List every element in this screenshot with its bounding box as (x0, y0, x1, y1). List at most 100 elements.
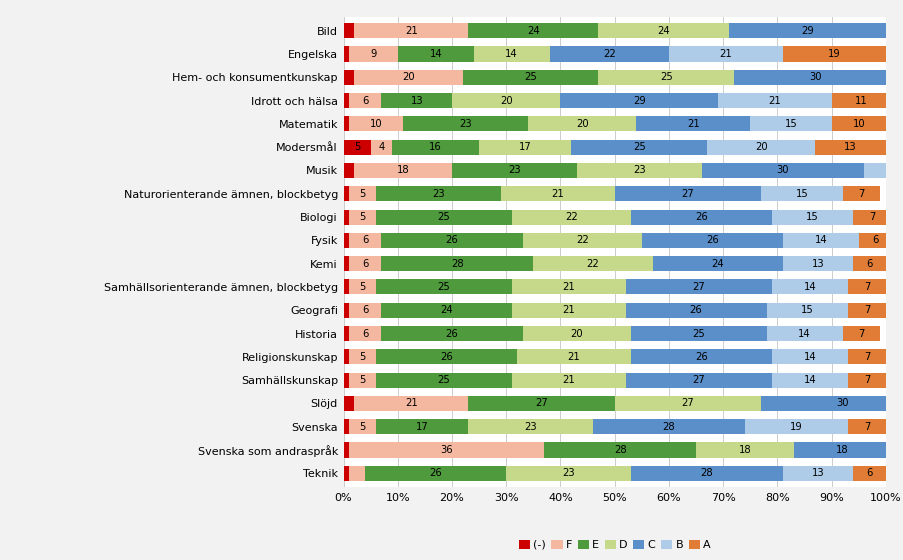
Bar (749, 116, 831, 132)
Text: 10: 10 (852, 119, 864, 129)
Text: 36: 36 (440, 445, 452, 455)
Text: 7: 7 (862, 352, 870, 362)
Bar (376, 419, 468, 434)
Text: 23: 23 (459, 119, 471, 129)
Text: 22: 22 (575, 235, 588, 245)
Text: 28: 28 (662, 422, 675, 432)
Text: 7: 7 (862, 375, 870, 385)
Text: 30: 30 (835, 398, 848, 408)
Bar (815, 139, 885, 155)
Bar (343, 349, 349, 365)
Bar (706, 139, 815, 155)
Text: 18: 18 (835, 445, 848, 455)
Bar (349, 186, 376, 202)
Text: 24: 24 (440, 305, 452, 315)
Bar (349, 116, 403, 132)
Bar (343, 46, 349, 62)
Bar (842, 326, 880, 341)
Text: 5: 5 (358, 212, 366, 222)
Text: 14: 14 (797, 329, 810, 338)
Text: 18: 18 (738, 445, 750, 455)
Bar (343, 396, 354, 411)
Text: 13: 13 (811, 468, 824, 478)
Bar (343, 256, 349, 271)
Legend: (-), F, E, D, C, B, A: (-), F, E, D, C, B, A (514, 535, 714, 554)
Bar (468, 396, 614, 411)
Bar (381, 256, 533, 271)
Bar (847, 302, 885, 318)
Text: 28: 28 (613, 445, 626, 455)
Bar (343, 23, 354, 38)
Bar (473, 46, 549, 62)
Bar (343, 139, 370, 155)
Text: 20: 20 (402, 72, 414, 82)
Bar (782, 256, 852, 271)
Bar (896, 70, 903, 85)
Bar (452, 93, 560, 108)
Bar (452, 163, 576, 178)
Text: 23: 23 (524, 422, 536, 432)
Text: 30: 30 (776, 166, 788, 175)
Bar (381, 326, 522, 341)
Bar (349, 209, 376, 225)
Bar (831, 93, 890, 108)
Bar (349, 349, 376, 365)
Text: 16: 16 (429, 142, 442, 152)
Bar (343, 302, 349, 318)
Bar (630, 326, 766, 341)
Bar (376, 349, 517, 365)
Text: 26: 26 (705, 235, 718, 245)
Bar (782, 46, 885, 62)
Text: 19: 19 (789, 422, 802, 432)
Text: 27: 27 (681, 398, 694, 408)
Text: 5: 5 (353, 142, 360, 152)
Text: 27: 27 (681, 189, 694, 199)
Bar (744, 419, 847, 434)
Bar (500, 186, 614, 202)
Text: 5: 5 (358, 189, 366, 199)
Bar (560, 93, 717, 108)
Bar (890, 442, 903, 458)
Bar (354, 396, 468, 411)
Bar (349, 419, 376, 434)
Bar (343, 163, 354, 178)
Bar (349, 302, 381, 318)
Bar (847, 372, 885, 388)
Text: 15: 15 (784, 119, 796, 129)
Text: 14: 14 (814, 235, 826, 245)
Text: 7: 7 (857, 329, 864, 338)
Text: 21: 21 (562, 282, 574, 292)
Bar (598, 23, 728, 38)
Text: 26: 26 (429, 468, 442, 478)
Bar (517, 349, 630, 365)
Text: 6: 6 (361, 305, 368, 315)
Bar (533, 256, 652, 271)
Text: 6: 6 (865, 259, 872, 269)
Bar (782, 466, 852, 481)
Text: 4: 4 (378, 142, 384, 152)
Text: 26: 26 (694, 212, 707, 222)
Bar (592, 419, 744, 434)
Bar (522, 233, 641, 248)
Text: 21: 21 (562, 375, 574, 385)
Text: 6: 6 (870, 235, 878, 245)
Bar (863, 163, 903, 178)
Text: 5: 5 (358, 282, 366, 292)
Bar (506, 466, 630, 481)
Text: 9: 9 (369, 49, 377, 59)
Bar (625, 279, 771, 295)
Bar (468, 419, 592, 434)
Bar (614, 396, 760, 411)
Bar (343, 186, 349, 202)
Text: 27: 27 (692, 282, 704, 292)
Bar (858, 233, 890, 248)
Text: 26: 26 (689, 305, 702, 315)
Text: 30: 30 (808, 72, 821, 82)
Text: 17: 17 (518, 142, 531, 152)
Text: 22: 22 (602, 49, 615, 59)
Text: 7: 7 (857, 189, 864, 199)
Bar (847, 419, 885, 434)
Text: 25: 25 (632, 142, 645, 152)
Text: 13: 13 (811, 259, 824, 269)
Bar (614, 186, 760, 202)
